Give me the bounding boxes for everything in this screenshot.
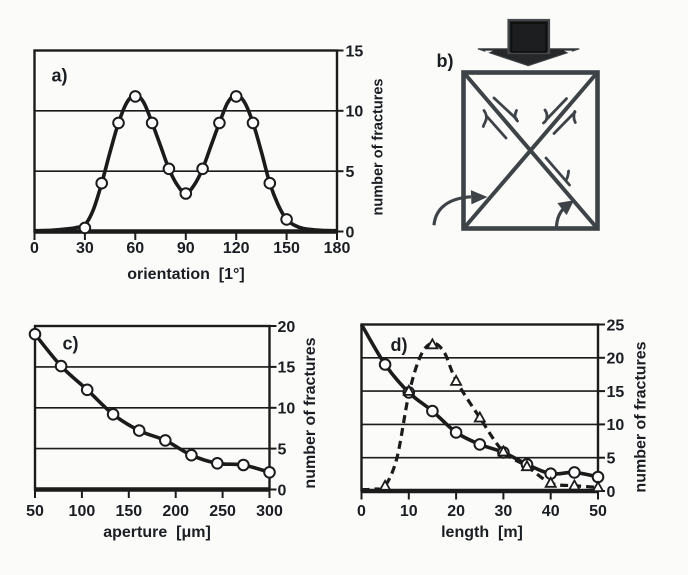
svg-text:150: 150 xyxy=(115,503,142,520)
svg-text:30: 30 xyxy=(76,240,94,257)
svg-text:a): a) xyxy=(52,66,68,86)
svg-text:5: 5 xyxy=(346,164,355,181)
svg-text:15: 15 xyxy=(607,384,625,401)
svg-text:c): c) xyxy=(63,334,79,354)
svg-text:number of fractures: number of fractures xyxy=(633,341,650,492)
svg-text:40: 40 xyxy=(542,503,560,520)
svg-text:10: 10 xyxy=(278,401,296,418)
svg-text:20: 20 xyxy=(447,503,465,520)
svg-text:b): b) xyxy=(437,51,454,71)
svg-text:20: 20 xyxy=(607,351,625,368)
svg-text:180: 180 xyxy=(324,240,351,257)
svg-text:100: 100 xyxy=(69,503,96,520)
svg-text:50: 50 xyxy=(589,503,607,520)
svg-text:10: 10 xyxy=(607,417,625,434)
svg-text:0: 0 xyxy=(357,503,366,520)
svg-text:10: 10 xyxy=(400,503,418,520)
svg-text:length [m]: length [m] xyxy=(441,524,523,541)
svg-text:15: 15 xyxy=(346,43,364,60)
svg-text:20: 20 xyxy=(278,319,296,336)
svg-text:0: 0 xyxy=(346,224,355,241)
svg-text:50: 50 xyxy=(26,503,44,520)
svg-text:0: 0 xyxy=(278,482,287,499)
svg-text:90: 90 xyxy=(177,240,195,257)
svg-text:30: 30 xyxy=(495,503,513,520)
svg-text:120: 120 xyxy=(223,240,250,257)
svg-text:60: 60 xyxy=(126,240,144,257)
svg-text:200: 200 xyxy=(162,503,189,520)
svg-text:25: 25 xyxy=(607,317,625,334)
svg-text:15: 15 xyxy=(278,360,296,377)
svg-text:0: 0 xyxy=(30,240,39,257)
svg-text:d): d) xyxy=(391,335,408,355)
svg-text:aperture [μm]: aperture [μm] xyxy=(103,524,211,541)
svg-text:number of fractures: number of fractures xyxy=(371,79,387,216)
svg-text:10: 10 xyxy=(346,104,364,121)
svg-text:5: 5 xyxy=(278,441,287,458)
svg-text:5: 5 xyxy=(607,451,616,468)
svg-text:250: 250 xyxy=(209,503,236,520)
svg-text:150: 150 xyxy=(273,240,300,257)
svg-text:number of fractures: number of fractures xyxy=(302,337,319,488)
svg-text:orientation [1°]: orientation [1°] xyxy=(127,266,245,283)
svg-text:300: 300 xyxy=(256,503,283,520)
svg-text:0: 0 xyxy=(607,484,616,501)
